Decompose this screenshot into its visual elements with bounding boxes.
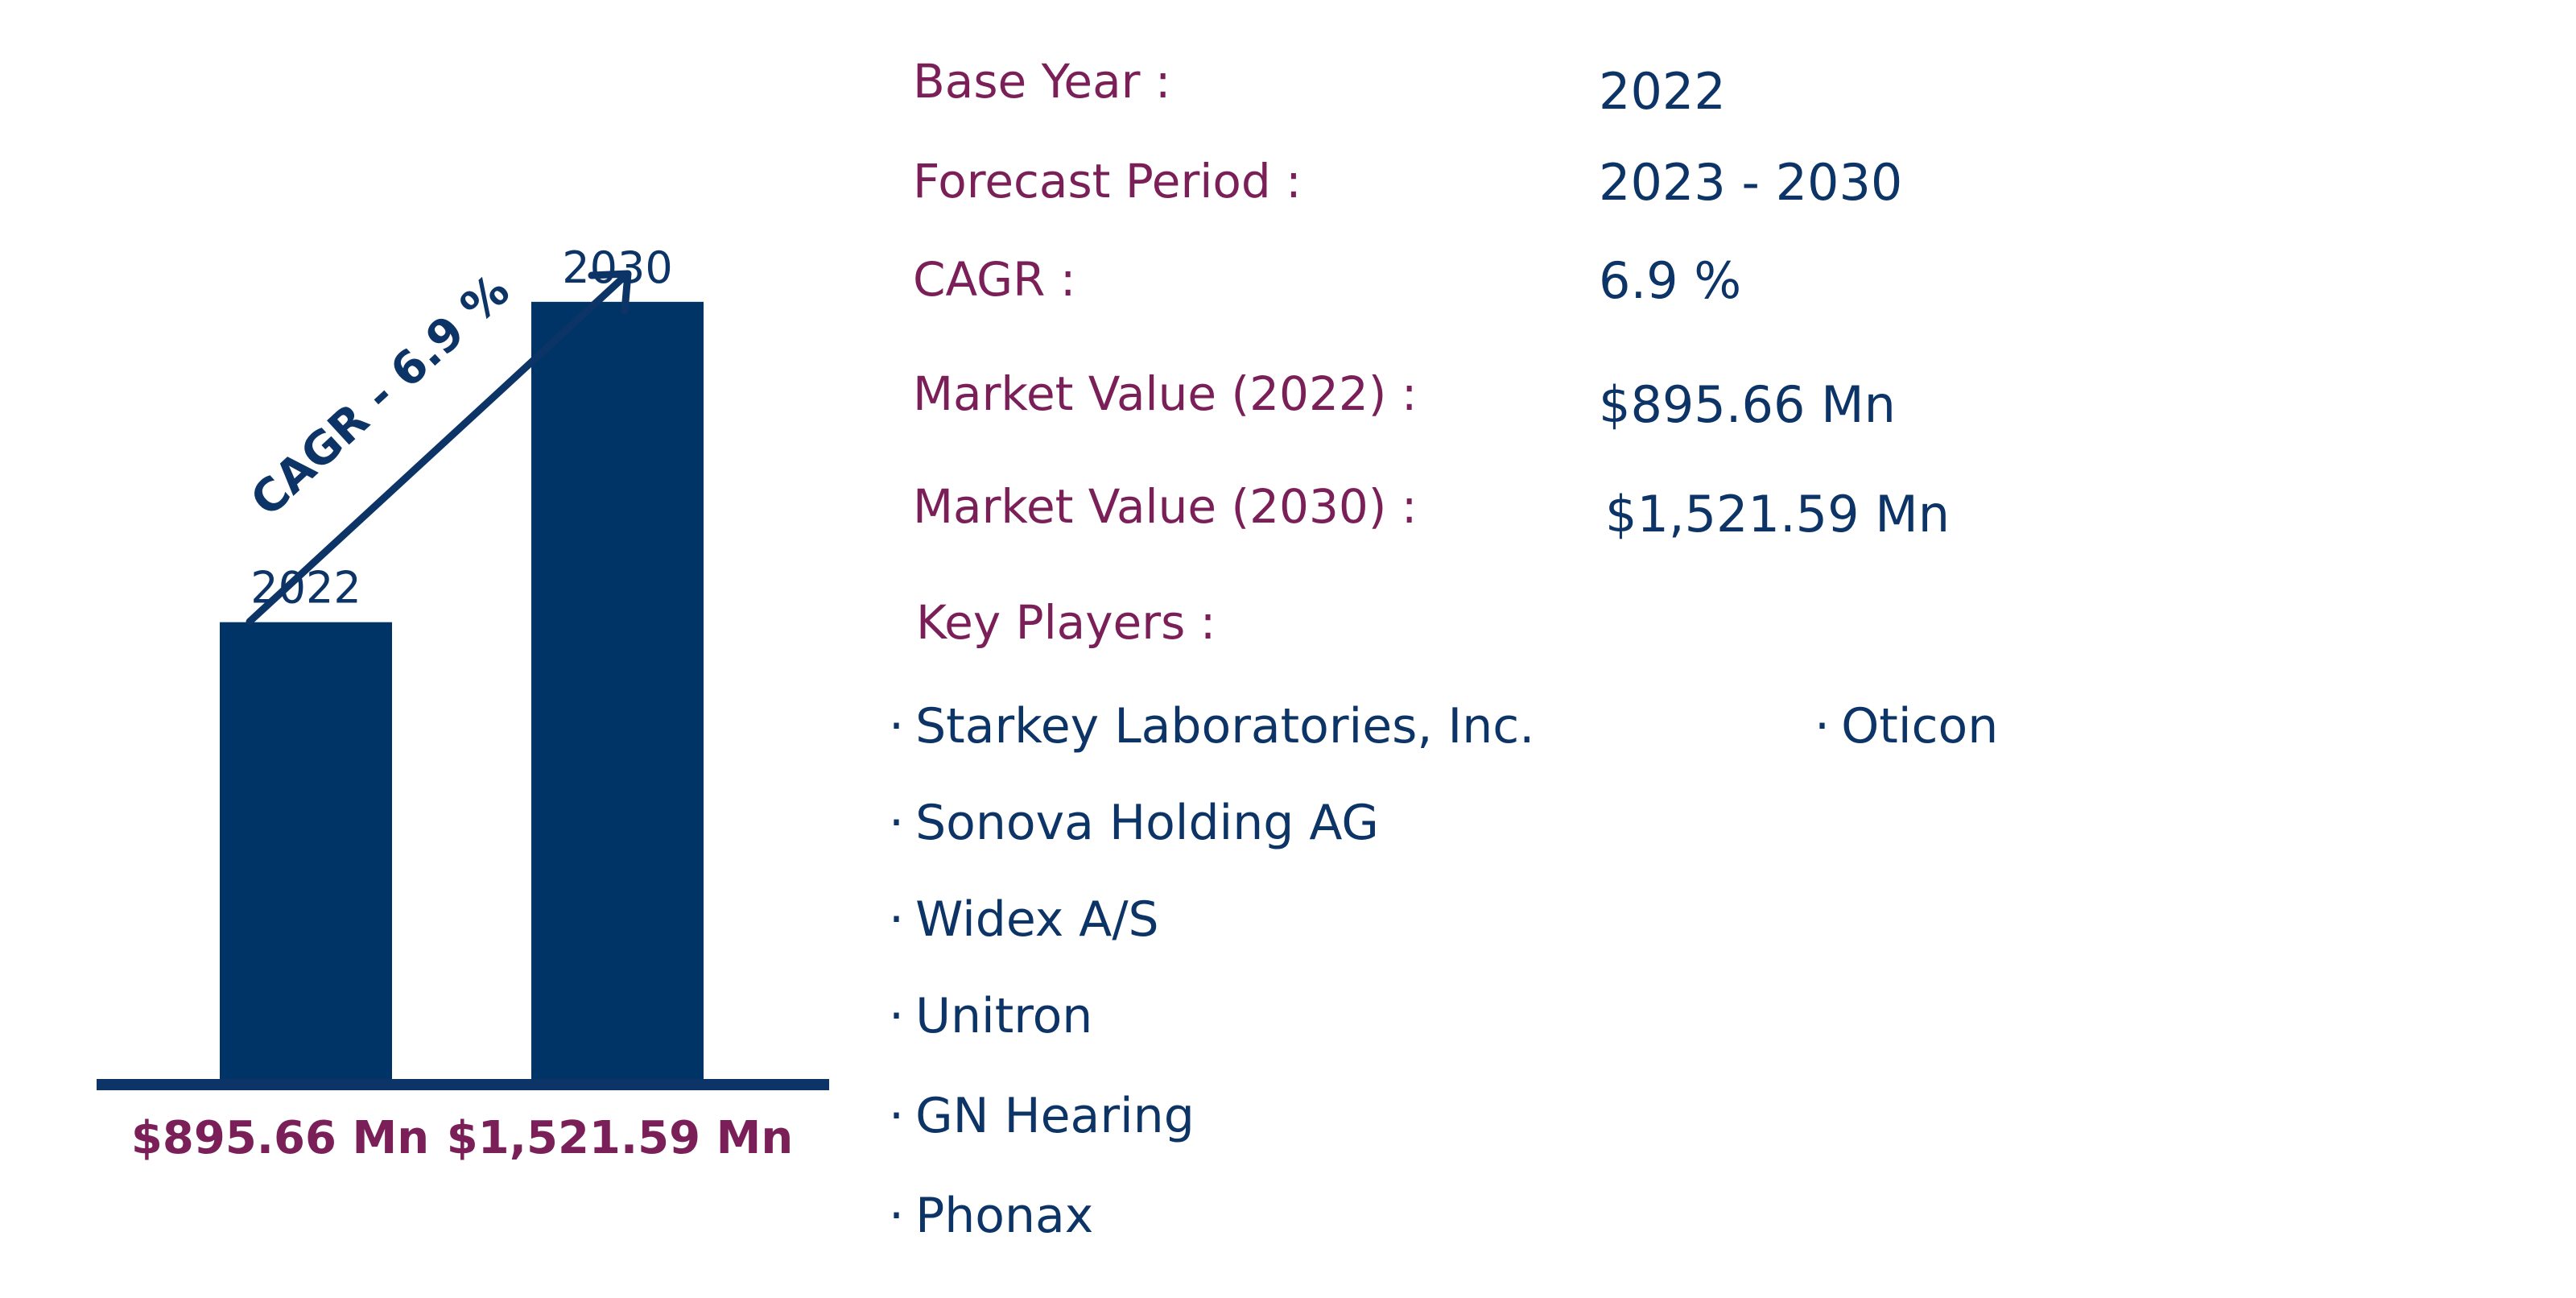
- key-players-label: Key Players :: [916, 595, 1216, 650]
- bar-value-label: $895.66 Mn: [131, 1112, 429, 1164]
- bar-2022: [220, 622, 392, 1082]
- player-list-item: · GN Hearing: [889, 1092, 1195, 1140]
- bullet-dot-icon: ·: [889, 891, 905, 948]
- cagr-arrow-head: [588, 270, 632, 315]
- bullet-dot-icon: ·: [889, 1188, 905, 1244]
- player-list-item: · Sonova Holding AG: [889, 799, 1379, 847]
- player-name: Phonax: [915, 1188, 1094, 1244]
- cagr-value: 6.9 %: [1599, 251, 1742, 310]
- player-list-item: · Unitron: [889, 992, 1092, 1040]
- bullet-dot-icon: ·: [1814, 698, 1831, 754]
- player-name: GN Hearing: [915, 1088, 1195, 1144]
- bar-value-label: $1,521.59 Mn: [447, 1112, 793, 1164]
- market-value-2030-label: Market Value (2030) :: [913, 479, 1418, 534]
- player-name: Unitron: [915, 988, 1093, 1044]
- market-value-2030-value: $1,521.59 Mn: [1605, 485, 1951, 544]
- market-value-2022-value: $895.66 Mn: [1599, 375, 1896, 434]
- player-name: Widex A/S: [915, 891, 1159, 948]
- market-value-2022-label: Market Value (2022) :: [913, 366, 1418, 421]
- forecast-period-value: 2023 - 2030: [1599, 153, 1903, 212]
- player-list-item: · Widex A/S: [889, 895, 1159, 944]
- bullet-dot-icon: ·: [889, 1088, 905, 1144]
- base-year-value: 2022: [1599, 62, 1726, 121]
- forecast-period-label: Forecast Period :: [913, 154, 1302, 209]
- cagr-arrow: [246, 270, 632, 626]
- bullet-dot-icon: ·: [889, 698, 905, 754]
- bullet-dot-icon: ·: [889, 795, 905, 851]
- player-list-item: · Oticon: [1814, 702, 1998, 750]
- bullet-dot-icon: ·: [889, 988, 905, 1044]
- cagr-arrow-shaft: [246, 274, 627, 626]
- player-name: Sonova Holding AG: [915, 795, 1379, 851]
- player-list-item: · Starkey Laboratories, Inc.: [889, 702, 1534, 750]
- player-list-item: · Phonax: [889, 1192, 1093, 1240]
- base-year-label: Base Year :: [913, 54, 1171, 109]
- cagr-label: CAGR :: [913, 252, 1076, 307]
- bar-2030: [531, 301, 704, 1082]
- player-name: Oticon: [1841, 698, 1999, 754]
- player-name: Starkey Laboratories, Inc.: [915, 698, 1535, 754]
- cagr-arrow-label: CAGR - 6.9 %: [241, 265, 519, 527]
